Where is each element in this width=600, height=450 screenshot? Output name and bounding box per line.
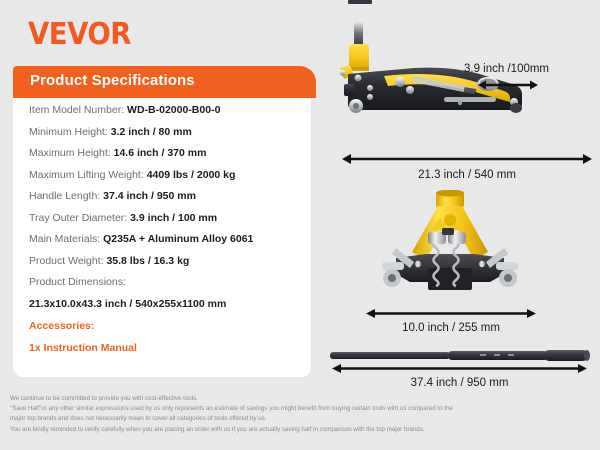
side-width-callout: 21.3 inch / 540 mm [342,152,592,181]
handle-stub-icon [348,0,372,4]
jack-front-view-image [370,189,530,305]
spec-value: Q235A + Aluminum Alloy 6061 [103,233,254,245]
accessories-heading: Accessories: [29,320,95,332]
spec-row: Tray Outer Diameter: 3.9 inch / 100 mm [13,208,311,230]
side-width-arrow [342,154,592,164]
product-specifications-header: Product Specifications [13,66,316,98]
front-width-callout: 10.0 inch / 255 mm [366,307,536,334]
spec-row: Product Dimensions: [13,272,311,294]
disclaimer-line: We continue to be committed to provide y… [10,395,198,402]
front-width-arrow [366,309,536,318]
spec-row: Item Model Number: WD-B-02000-B00-0 [13,100,311,122]
jack-side-view-image [336,18,546,138]
spec-label: Minimum Height: [29,125,108,138]
spec-label: Tray Outer Diameter: [29,211,128,224]
spec-label: Handle Length: [29,190,101,202]
handle-length-arrow [332,364,587,373]
handle-length-callout: 37.4 inch / 950 mm [332,362,587,389]
spec-label: Maximum Height: [29,147,111,159]
spec-row: Main Materials: Q235A + Aluminum Alloy 6… [13,229,311,251]
spec-value: 14.6 inch / 370 mm [113,147,207,159]
spec-label: Maximum Lifting Weight: [29,168,144,181]
disclaimer-line: "Save Half"or any other similar expressi… [10,405,453,413]
spec-label: Product Weight: [29,254,104,267]
side-width-label: 21.3 inch / 540 mm [418,169,516,181]
spec-row: Minimum Height: 3.2 inch / 80 mm [13,122,311,144]
front-width-label: 10.0 inch / 255 mm [402,322,500,334]
spec-value: 3.9 inch / 100 mm [130,211,218,224]
specifications-list: Item Model Number: WD-B-02000-B00-0 Mini… [13,100,311,359]
spec-row: Product Weight: 35.8 lbs / 16.3 kg [13,251,311,273]
spec-row: Handle Length: 37.4 inch / 950 mm [13,186,311,208]
disclaimer-text: We continue to be committed to provide y… [10,394,590,435]
page-title: Product Specifications [30,72,195,89]
spec-label: Product Dimensions: [29,276,126,288]
spec-value: 3.2 inch / 80 mm [110,125,192,138]
spec-label: Main Materials: [29,233,101,245]
disclaimer-line: major top brands and does not necessaril… [10,415,267,423]
spec-value: 35.8 lbs / 16.3 kg [106,254,190,267]
vevor-logo: VEVOR [28,17,131,52]
accessories-item: 1x Instruction Manual [29,342,137,354]
handle-length-label: 37.4 inch / 950 mm [410,377,509,389]
spec-value: WD-B-02000-B00-0 [127,104,221,116]
product-specifications-card [13,66,311,377]
tray-diameter-callout: 3.9 inch /100mm [464,63,549,92]
tray-diameter-arrow [478,80,538,90]
spec-label: Item Model Number: [29,104,125,116]
disclaimer-line: You are kindly reminded to verify carefu… [10,425,425,433]
spec-value: 4409 lbs / 2000 kg [146,168,236,181]
spec-row: Maximum Height: 14.6 inch / 370 mm [13,143,311,165]
handle-bar-image [330,345,590,367]
spec-row: Maximum Lifting Weight: 4409 lbs / 2000 … [13,165,311,187]
tray-diameter-label: 3.9 inch /100mm [464,63,550,75]
spec-value: 37.4 inch / 950 mm [103,190,196,202]
product-dimensions-value: 21.3x10.0x43.3 inch / 540x255x1100 mm [29,297,227,310]
